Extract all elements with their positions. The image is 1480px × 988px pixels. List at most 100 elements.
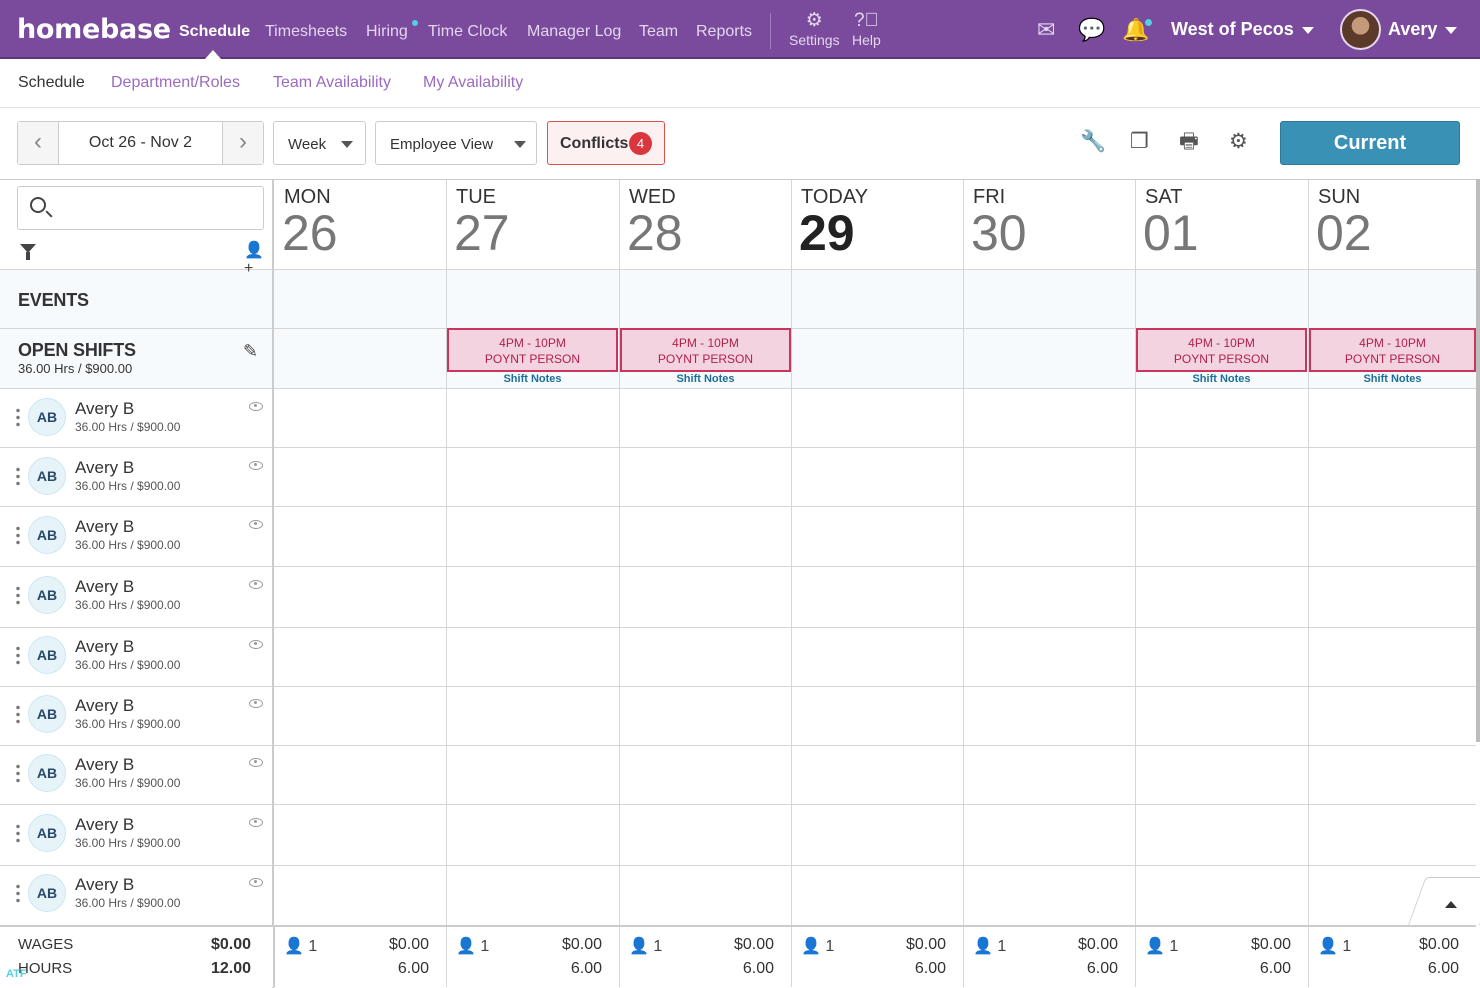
shift-notes-link[interactable]: Shift Notes — [1192, 373, 1251, 385]
vertical-scrollbar[interactable] — [1476, 179, 1480, 742]
drag-handle-icon[interactable] — [16, 645, 20, 665]
next-week-button[interactable]: › — [222, 122, 263, 164]
help-button[interactable]: ?⃝ Help — [852, 10, 881, 48]
shift-notes-link[interactable]: Shift Notes — [1363, 373, 1422, 385]
nav-time-clock[interactable]: Time Clock — [428, 23, 508, 40]
nav-reports[interactable]: Reports — [696, 23, 753, 40]
employee-row[interactable]: AB Avery B 36.00 Hrs / $900.00 — [0, 744, 274, 803]
nav-manager-log[interactable]: Manager Log — [527, 23, 622, 40]
row-divider — [0, 686, 1476, 687]
employee-row[interactable]: AB Avery B 36.00 Hrs / $900.00 — [0, 864, 274, 923]
open-shift-wed[interactable]: 4PM - 10PM POYNT PERSON — [620, 328, 791, 372]
drag-handle-icon[interactable] — [16, 466, 20, 486]
drag-handle-icon[interactable] — [16, 407, 20, 427]
nav-timesheets[interactable]: Timesheets — [265, 23, 348, 40]
row-divider — [0, 566, 1476, 567]
open-shift-tue[interactable]: 4PM - 10PM POYNT PERSON — [447, 328, 618, 372]
column-divider — [963, 180, 964, 926]
people-icon: 👤 — [284, 938, 304, 955]
atf-marker: ATF — [6, 968, 27, 980]
nav-schedule[interactable]: Schedule — [179, 23, 251, 40]
eye-icon[interactable] — [249, 461, 263, 470]
chevron-down-icon — [1301, 26, 1314, 34]
range-select[interactable]: Week — [273, 121, 366, 165]
people-count: 1 — [480, 938, 490, 955]
day-hours: 6.00 — [742, 960, 774, 977]
user-menu[interactable]: Avery — [1388, 19, 1458, 40]
location-switcher[interactable]: West of Pecos — [1171, 19, 1314, 40]
shift-role: POYNT PERSON — [484, 352, 581, 366]
hiring-notification-dot — [412, 20, 418, 26]
employee-row[interactable]: AB Avery B 36.00 Hrs / $900.00 — [0, 685, 274, 744]
employee-row[interactable]: AB Avery B 36.00 Hrs / $900.00 — [0, 506, 274, 565]
chat-icon[interactable]: 💬 — [1078, 17, 1106, 42]
eye-icon[interactable] — [249, 640, 263, 649]
current-button[interactable]: Current — [1280, 121, 1460, 165]
row-divider — [0, 447, 1476, 448]
search-input[interactable] — [17, 186, 264, 230]
eye-icon[interactable] — [249, 580, 263, 589]
chevron-down-icon — [341, 141, 353, 148]
drag-handle-icon[interactable] — [16, 585, 20, 605]
gear-icon[interactable]: ⚙ — [1229, 130, 1248, 153]
shift-notes-link[interactable]: Shift Notes — [503, 373, 562, 385]
copy-icon[interactable]: ❐ — [1130, 130, 1149, 153]
eye-icon[interactable] — [249, 699, 263, 708]
day-wage: $0.00 — [1250, 936, 1291, 953]
employee-row[interactable]: AB Avery B 36.00 Hrs / $900.00 — [0, 388, 274, 447]
eye-icon[interactable] — [249, 818, 263, 827]
mail-icon[interactable]: ✉ — [1037, 17, 1056, 42]
employee-hours-wage: 36.00 Hrs / $900.00 — [75, 598, 181, 612]
employee-name: Avery B — [75, 755, 135, 774]
shift-notes-link[interactable]: Shift Notes — [676, 373, 735, 385]
subnav-schedule[interactable]: Schedule — [18, 74, 85, 91]
employee-row[interactable]: AB Avery B 36.00 Hrs / $900.00 — [0, 804, 274, 863]
open-shift-sun[interactable]: 4PM - 10PM POYNT PERSON — [1309, 328, 1476, 372]
nav-team[interactable]: Team — [639, 23, 679, 40]
drag-handle-icon[interactable] — [16, 704, 20, 724]
user-avatar[interactable] — [1340, 9, 1381, 50]
print-icon[interactable]: 🖶 — [1179, 130, 1199, 153]
employee-row[interactable]: AB Avery B 36.00 Hrs / $900.00 — [0, 566, 274, 625]
day-totals: 👤 1 $0.00 6.00 — [1308, 927, 1476, 987]
day-wage: $0.00 — [388, 936, 429, 953]
eye-icon[interactable] — [249, 402, 263, 411]
subnav-team-availability[interactable]: Team Availability — [273, 74, 391, 91]
day-wage: $0.00 — [733, 936, 774, 953]
shift-role: POYNT PERSON — [657, 352, 754, 366]
date-range-label[interactable]: Oct 26 - Nov 2 — [88, 134, 193, 151]
view-select[interactable]: Employee View — [375, 121, 537, 165]
chevron-up-icon[interactable] — [1445, 901, 1457, 908]
bell-icon[interactable]: 🔔 — [1122, 17, 1150, 42]
prev-week-button[interactable]: ‹ — [18, 122, 59, 164]
conflicts-button[interactable]: Conflicts 4 — [547, 121, 665, 165]
drag-handle-icon[interactable] — [16, 883, 20, 903]
magic-wand-icon[interactable]: ✎ — [243, 341, 259, 361]
employee-avatar: AB — [28, 695, 66, 733]
eye-icon[interactable] — [249, 758, 263, 767]
add-user-icon[interactable]: 👤+ — [244, 242, 264, 277]
employee-name: Avery B — [75, 577, 135, 596]
drag-handle-icon[interactable] — [16, 823, 20, 843]
day-number: 02 — [1316, 205, 1372, 261]
gear-icon: ⚙ — [805, 10, 823, 31]
eye-icon[interactable] — [249, 520, 263, 529]
settings-button[interactable]: ⚙ Settings — [789, 10, 840, 48]
scheduled-count: 👤 1 — [973, 936, 1006, 956]
filter-icon[interactable] — [20, 244, 36, 260]
employee-row[interactable]: AB Avery B 36.00 Hrs / $900.00 — [0, 447, 274, 506]
nav-hiring[interactable]: Hiring — [366, 23, 408, 40]
subnav-my-availability[interactable]: My Availability — [423, 74, 524, 91]
employee-row[interactable]: AB Avery B 36.00 Hrs / $900.00 — [0, 626, 274, 685]
drag-handle-icon[interactable] — [16, 525, 20, 545]
eye-icon[interactable] — [249, 878, 263, 887]
wrench-icon[interactable]: 🔧 — [1080, 130, 1107, 153]
drag-handle-icon[interactable] — [16, 763, 20, 783]
open-shift-sat[interactable]: 4PM - 10PM POYNT PERSON — [1136, 328, 1307, 372]
employee-avatar: AB — [28, 754, 66, 792]
people-icon: 👤 — [1318, 938, 1338, 955]
scheduled-count: 👤 1 — [629, 936, 662, 956]
employee-name: Avery B — [75, 637, 135, 656]
subnav-department-roles[interactable]: Department/Roles — [111, 74, 240, 91]
homebase-logo[interactable]: homebase — [17, 14, 171, 45]
